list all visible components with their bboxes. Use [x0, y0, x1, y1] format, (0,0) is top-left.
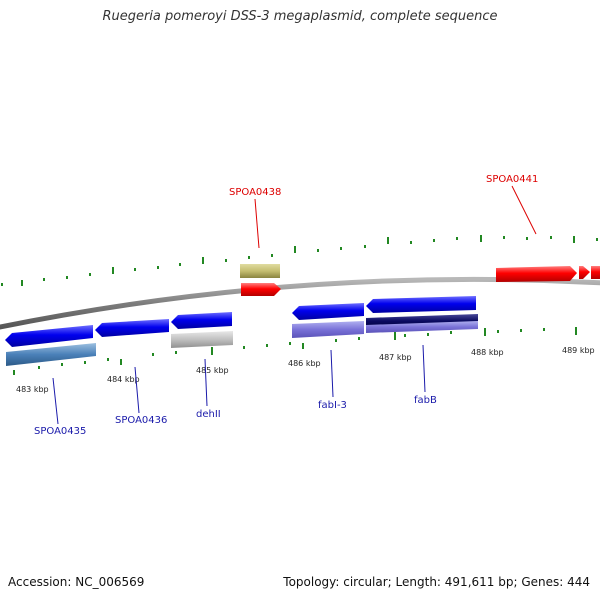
kbp-label-484: 484 kbp — [107, 375, 140, 384]
map-title: Ruegeria pomeroyi DSS-3 megaplasmid, com… — [102, 9, 498, 24]
gene-fabb — [366, 296, 476, 313]
label-leader-lines — [52, 185, 537, 425]
label-fabi-3[interactable]: fabI-3 — [318, 400, 347, 411]
sequence-summary: Topology: circular; Length: 491,611 bp; … — [283, 575, 590, 589]
gene-labels: SPOA0438 SPOA0441 SPOA0435 SPOA0436 dehI… — [34, 174, 538, 437]
gene-fabi-3 — [292, 303, 364, 320]
kbp-label-483: 483 kbp — [16, 385, 49, 394]
reverse-strand-genes — [5, 296, 478, 366]
kbp-label-489: 489 kbp — [562, 346, 595, 355]
gene-dehii — [171, 312, 232, 329]
gene-spoa0438 — [241, 283, 281, 296]
gene-spoa0436 — [95, 319, 169, 337]
label-spoa0436[interactable]: SPOA0436 — [115, 415, 167, 426]
label-spoa0438[interactable]: SPOA0438 — [229, 187, 281, 198]
label-fabb[interactable]: fabB — [414, 395, 437, 406]
kbp-label-487: 487 kbp — [379, 353, 412, 362]
cds-fabb-lower — [366, 321, 478, 333]
gene-spoa0441 — [496, 266, 577, 282]
accession-text: Accession: NC_006569 — [8, 575, 145, 589]
kbp-label-485: 485 kbp — [196, 366, 229, 375]
label-spoa0441[interactable]: SPOA0441 — [486, 174, 538, 185]
gene-spoa0442 — [579, 266, 590, 279]
kbp-label-486: 486 kbp — [288, 359, 321, 368]
cds-dehii — [171, 331, 233, 348]
outer-tick-ring — [1, 235, 598, 286]
gene-spoa0443 — [591, 266, 600, 279]
label-dehii[interactable]: dehII — [196, 409, 221, 420]
inner-tick-ring — [13, 327, 577, 375]
gene-spoa0435 — [5, 325, 93, 347]
gene-spoa0438-rna — [240, 264, 280, 278]
cds-fabi-3 — [292, 321, 364, 338]
label-spoa0435[interactable]: SPOA0435 — [34, 426, 86, 437]
scale-labels: 483 kbp 484 kbp 485 kbp 486 kbp 487 kbp … — [16, 346, 595, 394]
cds-spoa0435 — [6, 343, 96, 366]
plasmid-backbone — [0, 276, 600, 330]
forward-strand-genes — [240, 264, 600, 296]
kbp-label-488: 488 kbp — [471, 348, 504, 357]
